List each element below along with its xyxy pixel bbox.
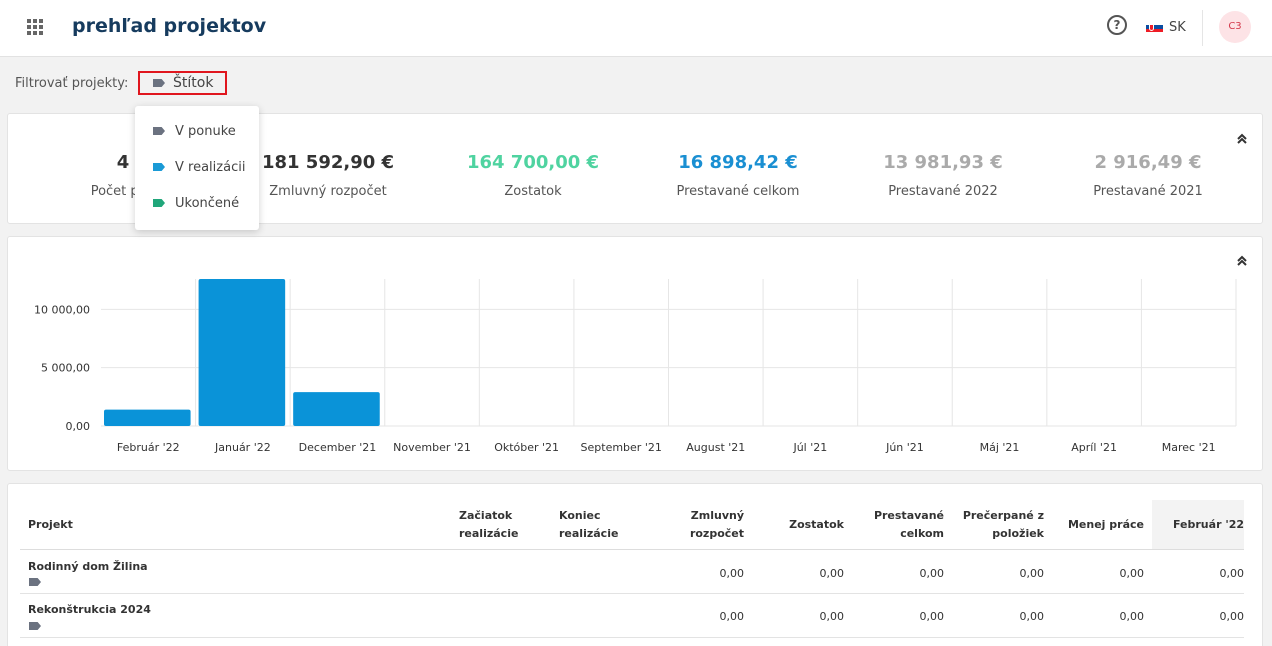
built-2022-label: Prestavané 2022	[888, 184, 998, 199]
dropdown-item-ukoncene[interactable]: Ukončené	[135, 188, 259, 218]
language-code: SK	[1169, 19, 1186, 35]
chart-card: 0,00 5 000,00 10 000,00 Február '22 Január '…	[7, 236, 1263, 471]
row-divider	[20, 637, 1244, 638]
remainder-value: 164 700,00 €	[466, 152, 600, 173]
row-divider	[20, 593, 1244, 594]
cell-remainder: 0,00	[819, 567, 845, 580]
stat-built-total: 16 898,42 € Prestavané celkom	[663, 114, 813, 224]
stat-contract-budget: 181 592,90 € Zmluvný rozpočet	[258, 114, 398, 224]
project-count-value: 4	[116, 152, 130, 173]
stat-built-2021: 2 916,49 € Prestavané 2021	[1078, 114, 1218, 224]
contract-budget-label: Zmluvný rozpočet	[269, 184, 387, 199]
cell-built: 0,00	[919, 567, 945, 580]
chart-bar	[293, 392, 380, 426]
monthly-bar-chart: 0,00 5 000,00 10 000,00 Február '22 Január '…	[34, 279, 1237, 454]
apps-grid-icon[interactable]	[27, 19, 43, 35]
collapse-summary-icon[interactable]	[1236, 133, 1248, 145]
tag-dropdown-menu: V ponuke V realizácii Ukončené	[135, 106, 259, 230]
built-2021-label: Prestavané 2021	[1093, 184, 1203, 199]
cell-overdrawn: 0,00	[1019, 610, 1045, 623]
projects-table: Projekt Začiatok realizácie Koniec reali…	[7, 483, 1263, 646]
built-2022-value: 13 981,93 €	[883, 152, 1003, 173]
tag-icon	[153, 163, 165, 171]
stat-remainder: 164 700,00 € Zostatok	[463, 114, 603, 224]
help-icon[interactable]: ?	[1107, 15, 1127, 35]
dropdown-item-label: Ukončené	[175, 195, 240, 211]
cell-remainder: 0,00	[819, 610, 845, 623]
col-header-budget[interactable]: Zmluvný rozpočet	[689, 509, 744, 540]
top-header: prehľad projektov ? SK C3	[0, 0, 1272, 57]
page-title: prehľad projektov	[72, 15, 267, 37]
stat-built-2022: 13 981,93 € Prestavané 2022	[873, 114, 1013, 224]
x-tick-label: Máj '21	[980, 441, 1020, 454]
col-header-less-work[interactable]: Menej práce	[1067, 518, 1144, 531]
x-tick-label: Marec '21	[1162, 441, 1216, 454]
tag-icon	[153, 79, 165, 87]
header-divider	[1202, 10, 1203, 46]
col-header-built[interactable]: Prestavané celkom	[873, 509, 944, 540]
dropdown-item-label: V realizácii	[175, 159, 246, 175]
x-tick-label: Február '22	[117, 441, 180, 454]
user-avatar[interactable]: C3	[1219, 11, 1251, 43]
cell-less-work: 0,00	[1119, 567, 1145, 580]
x-tick-label: Júl '21	[792, 441, 827, 454]
col-header-project[interactable]: Projekt	[28, 518, 73, 531]
cell-less-work: 0,00	[1119, 610, 1145, 623]
col-header-start[interactable]: Začiatok realizácie	[459, 509, 519, 540]
x-tick-label: Január '22	[214, 441, 271, 454]
x-tick-label: Jún '21	[885, 441, 924, 454]
chart-bar	[104, 409, 191, 426]
dropdown-item-v-ponuke[interactable]: V ponuke	[135, 116, 259, 146]
collapse-chart-icon[interactable]	[1236, 255, 1248, 267]
col-header-month[interactable]: Február '22	[1172, 518, 1244, 531]
project-name[interactable]: Rodinný dom Žilina	[28, 560, 148, 573]
filter-label: Filtrovať projekty:	[15, 76, 129, 91]
language-selector[interactable]: SK	[1146, 18, 1186, 36]
cell-built: 0,00	[919, 610, 945, 623]
x-tick-label: Apríl '21	[1071, 441, 1117, 454]
cell-month: 0,00	[1219, 610, 1245, 623]
col-header-overdrawn[interactable]: Prečerpané z položiek	[962, 509, 1044, 540]
slovak-flag-icon	[1146, 21, 1163, 33]
x-tick-label: November '21	[393, 441, 471, 454]
project-name[interactable]: Rekonštrukcia 2024	[28, 603, 151, 616]
highlighted-month-column	[1152, 500, 1244, 550]
cell-budget: 0,00	[719, 567, 745, 580]
contract-budget-value: 181 592,90 €	[261, 152, 395, 173]
chart-bar	[198, 279, 286, 426]
x-tick-label: September '21	[581, 441, 662, 454]
dropdown-item-label: V ponuke	[175, 123, 236, 139]
built-total-label: Prestavané celkom	[676, 184, 800, 199]
tag-icon	[29, 622, 41, 630]
y-tick-label: 10 000,00	[34, 303, 90, 316]
col-header-remainder[interactable]: Zostatok	[789, 518, 844, 531]
tag-icon	[153, 127, 165, 135]
tag-icon	[29, 578, 41, 586]
dropdown-item-v-realizacii[interactable]: V realizácii	[135, 152, 259, 182]
tag-icon	[153, 199, 165, 207]
tag-filter-label: Štítok	[173, 75, 214, 91]
x-tick-label: Október '21	[494, 441, 559, 454]
y-tick-label: 5 000,00	[41, 362, 90, 375]
tag-filter-button[interactable]: Štítok	[138, 71, 227, 95]
x-tick-label: December '21	[299, 441, 377, 454]
header-divider-line	[20, 549, 1244, 550]
remainder-label: Zostatok	[504, 184, 562, 199]
y-tick-label: 0,00	[66, 420, 91, 433]
cell-overdrawn: 0,00	[1019, 567, 1045, 580]
cell-budget: 0,00	[719, 610, 745, 623]
x-tick-label: August '21	[686, 441, 745, 454]
col-header-end[interactable]: Koniec realizácie	[559, 509, 619, 540]
cell-month: 0,00	[1219, 567, 1245, 580]
built-total-value: 16 898,42 €	[678, 152, 798, 173]
built-2021-value: 2 916,49 €	[1094, 152, 1202, 173]
